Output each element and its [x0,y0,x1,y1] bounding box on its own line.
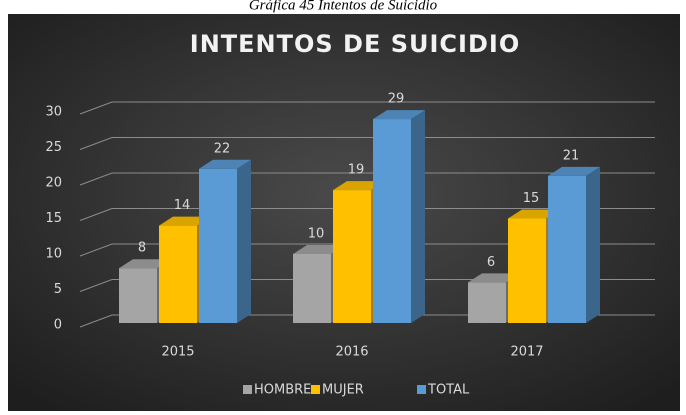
bar-side [586,166,600,323]
bar-side [237,159,251,323]
y-tick-label: 25 [45,140,62,155]
x-tick-label: 2017 [510,345,543,360]
bar [468,282,506,323]
data-label: 10 [308,227,325,242]
y-tick-label: 5 [54,282,62,297]
bar-top [159,216,211,226]
legend-swatch [243,385,252,394]
legend-swatch [311,385,320,394]
x-tick-label: 2016 [335,345,368,360]
caption: Gráfica 45 Intentos de Suicidio [249,0,438,13]
data-label: 8 [138,241,146,256]
bar-top [119,259,171,269]
y-tick-label: 15 [45,211,62,226]
data-label: 6 [487,255,495,270]
y-tick-label: 20 [45,176,62,191]
y-tick-label: 10 [45,247,62,262]
data-label: 15 [523,191,540,206]
chart-title: INTENTOS DE SUICIDIO [190,30,520,58]
legend: HOMBRE MUJER TOTAL [243,383,470,398]
bar-top [548,166,600,176]
grid-line [79,208,655,221]
bar-top [199,159,251,169]
grid-line [79,101,655,115]
bar-top [508,209,560,219]
grid-line [79,172,655,186]
legend-swatch [417,385,426,394]
y-tick-label: 30 [45,105,62,120]
legend-label: HOMBRE [254,383,311,398]
data-label: 19 [348,163,365,178]
data-label: 22 [214,141,231,156]
bar [199,168,237,323]
bar-top [333,181,385,191]
grid-line [79,137,655,150]
bar-top [373,110,425,120]
grid-line [79,243,655,257]
bar [293,254,331,323]
bar [119,268,157,323]
y-tick-label: 0 [54,318,62,333]
bar-side [411,110,425,323]
bar-top [468,273,520,283]
data-label: 21 [563,148,580,163]
bar [373,119,411,323]
legend-label: MUJER [322,383,364,398]
bar [508,218,546,323]
data-label: 29 [388,92,405,107]
x-tick-label: 2015 [161,345,194,360]
bar [548,175,586,323]
bar [333,190,371,323]
bars: 2015 8 14 22 2016 10 19 29 2017 6 15 21 [119,92,600,360]
legend-label: TOTAL [427,383,470,398]
bar-top [293,245,345,254]
data-label: 14 [174,198,191,213]
bar [159,225,197,323]
